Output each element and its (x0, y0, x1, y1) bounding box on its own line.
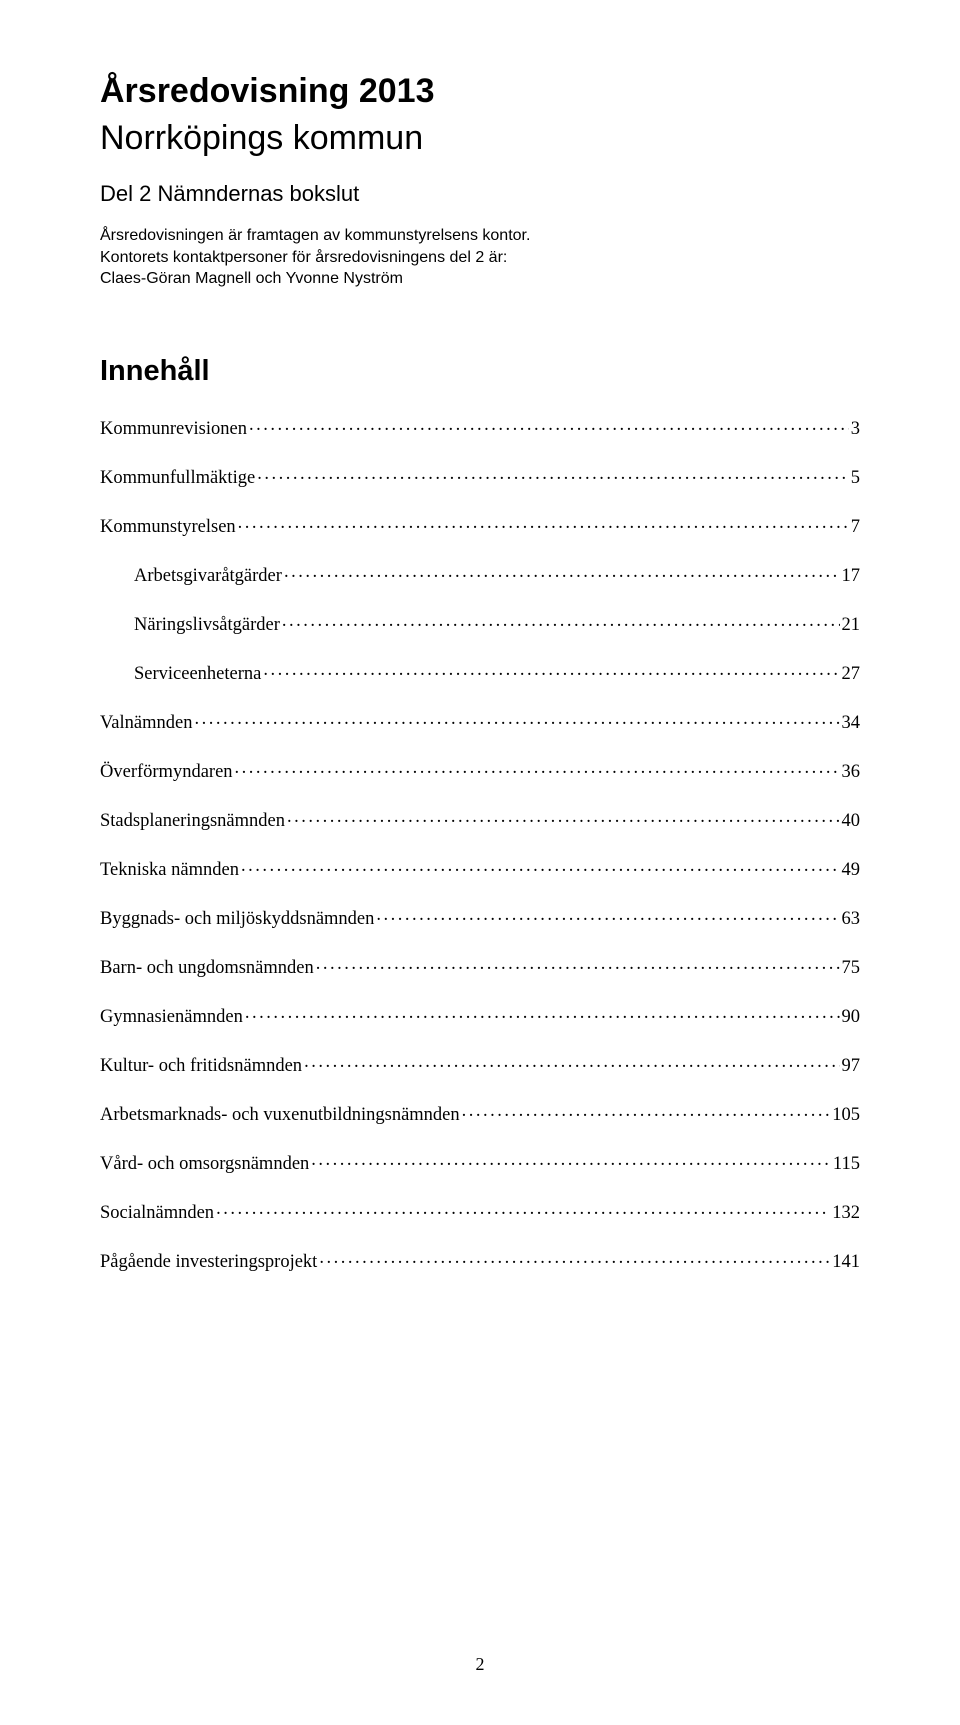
intro-line-2: Kontorets kontaktpersoner för årsredovis… (100, 247, 860, 269)
toc-leader (194, 710, 839, 729)
toc-page: 36 (842, 763, 861, 782)
toc-row: Pågående investeringsprojekt 141 (100, 1249, 860, 1272)
toc-row: Näringslivsåtgärder 21 (100, 612, 860, 635)
doc-title-line2: Norrköpings kommun (100, 117, 860, 160)
toc-page: 21 (842, 616, 861, 635)
toc-label: Arbetsgivaråtgärder (134, 567, 282, 586)
toc-row: Gymnasienämnden 90 (100, 1004, 860, 1027)
toc-leader (241, 857, 840, 876)
toc-label: Kommunrevisionen (100, 420, 247, 439)
toc-page: 90 (842, 1008, 861, 1027)
toc-page: 7 (851, 518, 860, 537)
toc-row: Överförmyndaren 36 (100, 759, 860, 782)
toc-label: Pågående investeringsprojekt (100, 1253, 317, 1272)
toc-label: Byggnads- och miljöskyddsnämnden (100, 910, 374, 929)
toc-leader (319, 1249, 830, 1268)
toc-leader (245, 1004, 840, 1023)
toc-label: Serviceenheterna (134, 665, 261, 684)
toc-row: Arbetsgivaråtgärder 17 (100, 563, 860, 586)
toc-label: Kommunfullmäktige (100, 469, 255, 488)
section-heading: Del 2 Nämndernas bokslut (100, 181, 860, 207)
toc-label: Barn- och ungdomsnämnden (100, 959, 314, 978)
intro-line-3: Claes-Göran Magnell och Yvonne Nyström (100, 268, 860, 290)
toc-page: 141 (832, 1253, 860, 1272)
toc-row: Serviceenheterna 27 (100, 661, 860, 684)
toc-leader (287, 808, 840, 827)
toc-row: Kultur- och fritidsnämnden 97 (100, 1053, 860, 1076)
toc-row: Kommunstyrelsen 7 (100, 514, 860, 537)
toc-leader (282, 612, 840, 631)
toc-page: 97 (842, 1057, 861, 1076)
toc-leader (284, 563, 840, 582)
toc-label: Vård- och omsorgsnämnden (100, 1155, 309, 1174)
toc-leader (249, 416, 849, 435)
toc-page: 40 (842, 812, 861, 831)
intro-text: Årsredovisningen är framtagen av kommuns… (100, 225, 860, 290)
toc-leader (257, 465, 849, 484)
toc-page: 63 (842, 910, 861, 929)
toc-row: Arbetsmarknads- och vuxenutbildningsnämn… (100, 1102, 860, 1125)
toc-list: Kommunrevisionen 3Kommunfullmäktige 5Kom… (100, 416, 860, 1272)
toc-page: 132 (832, 1204, 860, 1223)
toc-leader (235, 759, 840, 778)
toc-label: Stadsplaneringsnämnden (100, 812, 285, 831)
toc-leader (316, 955, 840, 974)
toc-label: Kultur- och fritidsnämnden (100, 1057, 302, 1076)
toc-row: Socialnämnden 132 (100, 1200, 860, 1223)
toc-page: 49 (842, 861, 861, 880)
toc-row: Vård- och omsorgsnämnden 115 (100, 1151, 860, 1174)
toc-label: Näringslivsåtgärder (134, 616, 280, 635)
toc-leader (462, 1102, 831, 1121)
toc-page: 17 (842, 567, 861, 586)
toc-row: Kommunfullmäktige 5 (100, 465, 860, 488)
toc-page: 75 (842, 959, 861, 978)
intro-line-1: Årsredovisningen är framtagen av kommuns… (100, 225, 860, 247)
toc-leader (376, 906, 839, 925)
toc-label: Gymnasienämnden (100, 1008, 243, 1027)
toc-page: 34 (842, 714, 861, 733)
toc-heading: Innehåll (100, 355, 860, 388)
toc-row: Barn- och ungdomsnämnden 75 (100, 955, 860, 978)
toc-page: 115 (833, 1155, 860, 1174)
toc-label: Valnämnden (100, 714, 192, 733)
toc-page: 5 (851, 469, 860, 488)
toc-row: Valnämnden 34 (100, 710, 860, 733)
toc-label: Tekniska nämnden (100, 861, 239, 880)
toc-page: 3 (851, 420, 860, 439)
toc-row: Byggnads- och miljöskyddsnämnden 63 (100, 906, 860, 929)
toc-leader (311, 1151, 831, 1170)
toc-leader (263, 661, 839, 680)
page-number: 2 (0, 1654, 960, 1675)
toc-leader (304, 1053, 839, 1072)
toc-row: Tekniska nämnden 49 (100, 857, 860, 880)
document-page: Årsredovisning 2013 Norrköpings kommun D… (0, 0, 960, 1725)
toc-label: Överförmyndaren (100, 763, 233, 782)
toc-leader (216, 1200, 830, 1219)
toc-label: Arbetsmarknads- och vuxenutbildningsnämn… (100, 1106, 460, 1125)
toc-page: 105 (832, 1106, 860, 1125)
toc-leader (238, 514, 849, 533)
doc-title-line1: Årsredovisning 2013 (100, 70, 860, 113)
toc-row: Kommunrevisionen 3 (100, 416, 860, 439)
toc-label: Kommunstyrelsen (100, 518, 236, 537)
toc-row: Stadsplaneringsnämnden 40 (100, 808, 860, 831)
toc-page: 27 (842, 665, 861, 684)
toc-label: Socialnämnden (100, 1204, 214, 1223)
